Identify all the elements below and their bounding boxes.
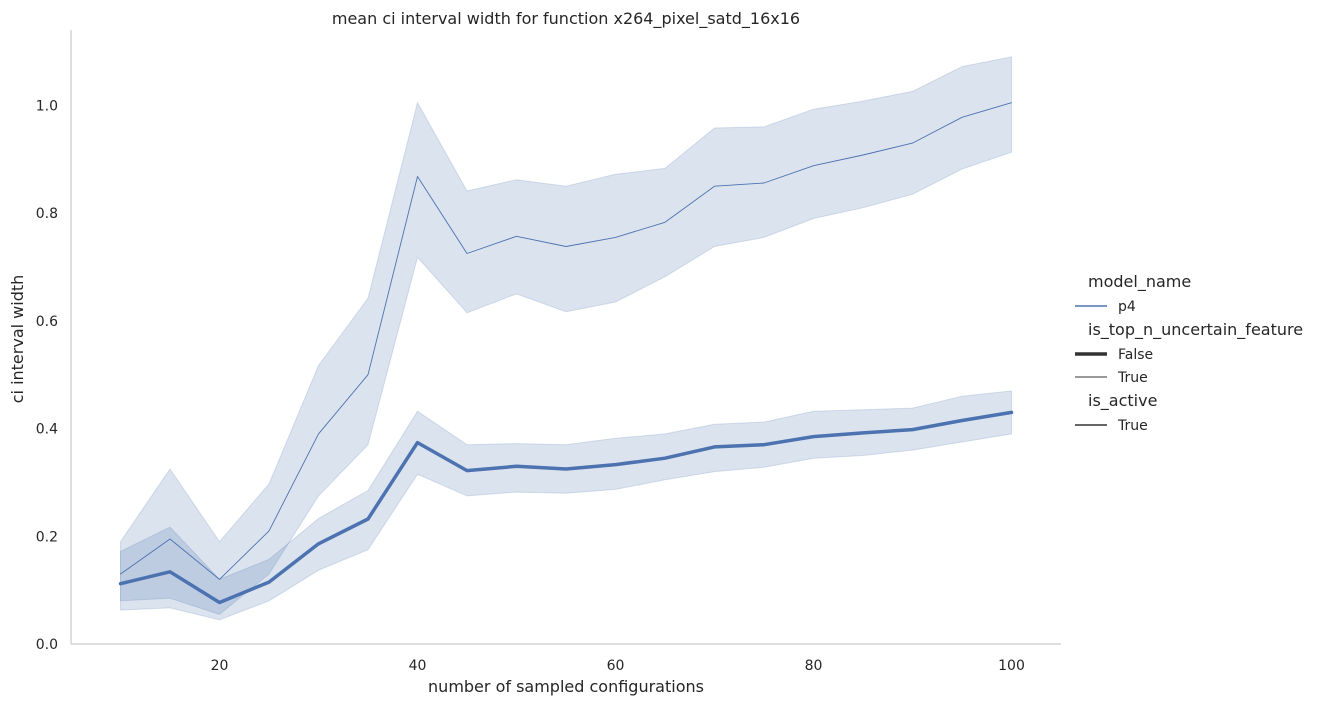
y-tick-label: 0.0 xyxy=(36,637,58,653)
y-tick-label: 0.6 xyxy=(36,314,58,330)
x-tick-label: 40 xyxy=(409,658,427,674)
y-tick-label: 1.0 xyxy=(36,98,58,114)
x-tick-label: 20 xyxy=(211,658,229,674)
y-axis-title: ci interval width xyxy=(8,275,27,404)
legend-title: is_top_n_uncertain_feature xyxy=(1088,320,1303,340)
y-tick-label: 0.2 xyxy=(36,529,58,545)
confidence-bands xyxy=(120,56,1012,621)
legend-label: True xyxy=(1117,370,1148,386)
x-axis-title: number of sampled configurations xyxy=(428,677,704,696)
legend-label: False xyxy=(1118,347,1153,363)
series-line-true xyxy=(120,102,1012,580)
legend-title: model_name xyxy=(1088,272,1191,292)
x-tick-label: 60 xyxy=(607,658,625,674)
ci-band-false xyxy=(120,390,1012,621)
legend: model_name p4 is_top_n_uncertain_feature Fa… xyxy=(1075,272,1303,434)
legend-title: is_active xyxy=(1088,391,1157,411)
legend-label: p4 xyxy=(1118,299,1136,315)
x-tick-label: 100 xyxy=(998,658,1025,674)
ci-band-true xyxy=(120,56,1012,615)
x-tick-label: 80 xyxy=(805,658,823,674)
y-tick-label: 0.4 xyxy=(36,422,58,438)
y-tick-label: 0.8 xyxy=(36,206,58,222)
series-lines xyxy=(118,102,1014,605)
chart-title: mean ci interval width for function x264… xyxy=(332,9,800,29)
legend-label: True xyxy=(1117,418,1148,434)
series-line-false xyxy=(118,410,1014,605)
axes: 20 40 60 80 100 0.0 0.2 0.4 0.6 0.8 1.0 xyxy=(36,30,1061,674)
